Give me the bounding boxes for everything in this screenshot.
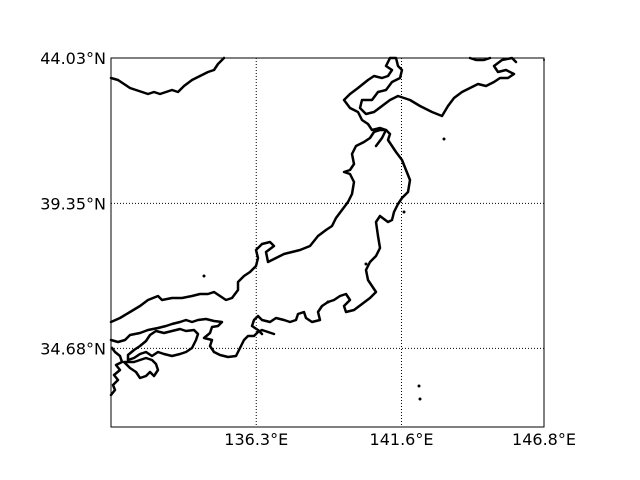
coastlines <box>109 56 545 401</box>
coastline-honshu <box>109 128 412 336</box>
coastline-korea-north <box>109 56 226 96</box>
island-dot <box>442 137 446 141</box>
coastline-hokkaido-north <box>468 56 492 62</box>
coastline-korea-west <box>109 346 124 397</box>
coastline-shikoku-kyushu <box>109 317 276 359</box>
island-dot <box>364 262 368 266</box>
tick-labels: 136.3°E 141.6°E 146.8°E 44.03°N 39.35°N 34.68… <box>40 49 576 449</box>
coastline-kyushu-south <box>122 356 160 380</box>
island-dot <box>402 210 406 214</box>
coastline-kyushu <box>126 327 200 362</box>
island-dot <box>418 397 422 401</box>
island-dot <box>326 300 330 304</box>
island-dot <box>417 384 421 388</box>
parallel-label: 44.03°N <box>40 49 106 68</box>
graticule <box>111 57 545 427</box>
coastline-hokkaido <box>342 56 518 148</box>
meridian-label: 136.3°E <box>224 430 288 449</box>
map-frame <box>110 57 545 428</box>
parallel-label: 34.68°N <box>40 339 106 358</box>
island-dot <box>202 274 206 278</box>
parallel-label: 39.35°N <box>40 194 106 213</box>
meridian-label: 141.6°E <box>370 430 434 449</box>
meridian-label: 146.8°E <box>512 430 576 449</box>
